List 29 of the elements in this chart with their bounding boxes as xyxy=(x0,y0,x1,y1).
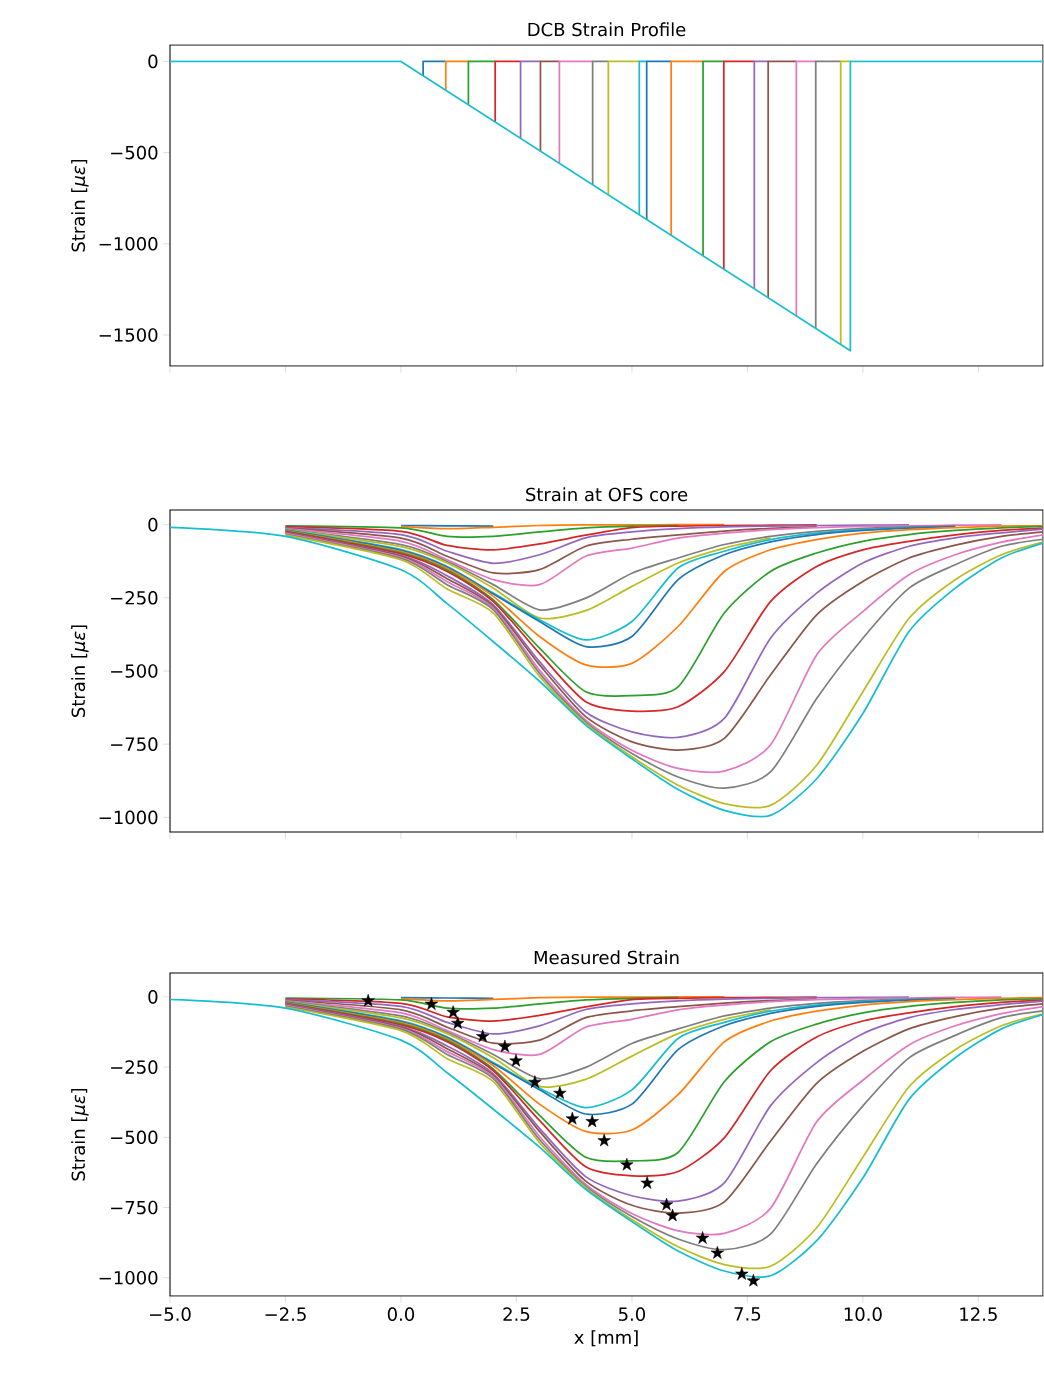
y-tick-label: −250 xyxy=(111,1060,158,1074)
x-tick-label: 0.0 xyxy=(388,1307,415,1321)
chart-title: DCB Strain Profile xyxy=(528,22,686,37)
x-tick-label: 7.5 xyxy=(734,1307,761,1321)
y-axis-title: Strain [με] xyxy=(71,625,89,717)
x-tick-label: −5.0 xyxy=(150,1307,191,1321)
y-tick-label: −500 xyxy=(111,145,158,160)
y-tick-label: −500 xyxy=(111,1130,158,1145)
y-tick-label: 0 xyxy=(148,990,158,1004)
x-axis-title: x [mm] xyxy=(574,1330,638,1347)
x-tick-label: 12.5 xyxy=(960,1307,998,1321)
x-tick-label: 2.5 xyxy=(503,1307,530,1321)
chart-title: Strain at OFS core xyxy=(526,487,688,502)
y-tick-label: −500 xyxy=(111,664,158,678)
y-tick-label: −750 xyxy=(111,737,158,751)
y-tick-label: −750 xyxy=(111,1200,158,1215)
x-tick-label: −2.5 xyxy=(265,1307,306,1321)
y-tick-label: 0 xyxy=(148,517,158,532)
y-tick-label: −1000 xyxy=(99,1270,158,1285)
y-tick-label: −1500 xyxy=(99,328,158,342)
chart-title: Measured Strain xyxy=(535,950,679,965)
y-tick-label: −250 xyxy=(111,591,158,605)
y-tick-label: −1000 xyxy=(99,810,158,825)
x-tick-label: 10.0 xyxy=(845,1307,882,1321)
y-tick-label: 0 xyxy=(148,54,158,69)
y-axis-title: Strain [με] xyxy=(71,1088,89,1181)
y-tick-label: −1000 xyxy=(99,236,158,251)
x-tick-label: 5.0 xyxy=(619,1307,646,1321)
y-axis-title: Strain [με] xyxy=(71,159,89,252)
